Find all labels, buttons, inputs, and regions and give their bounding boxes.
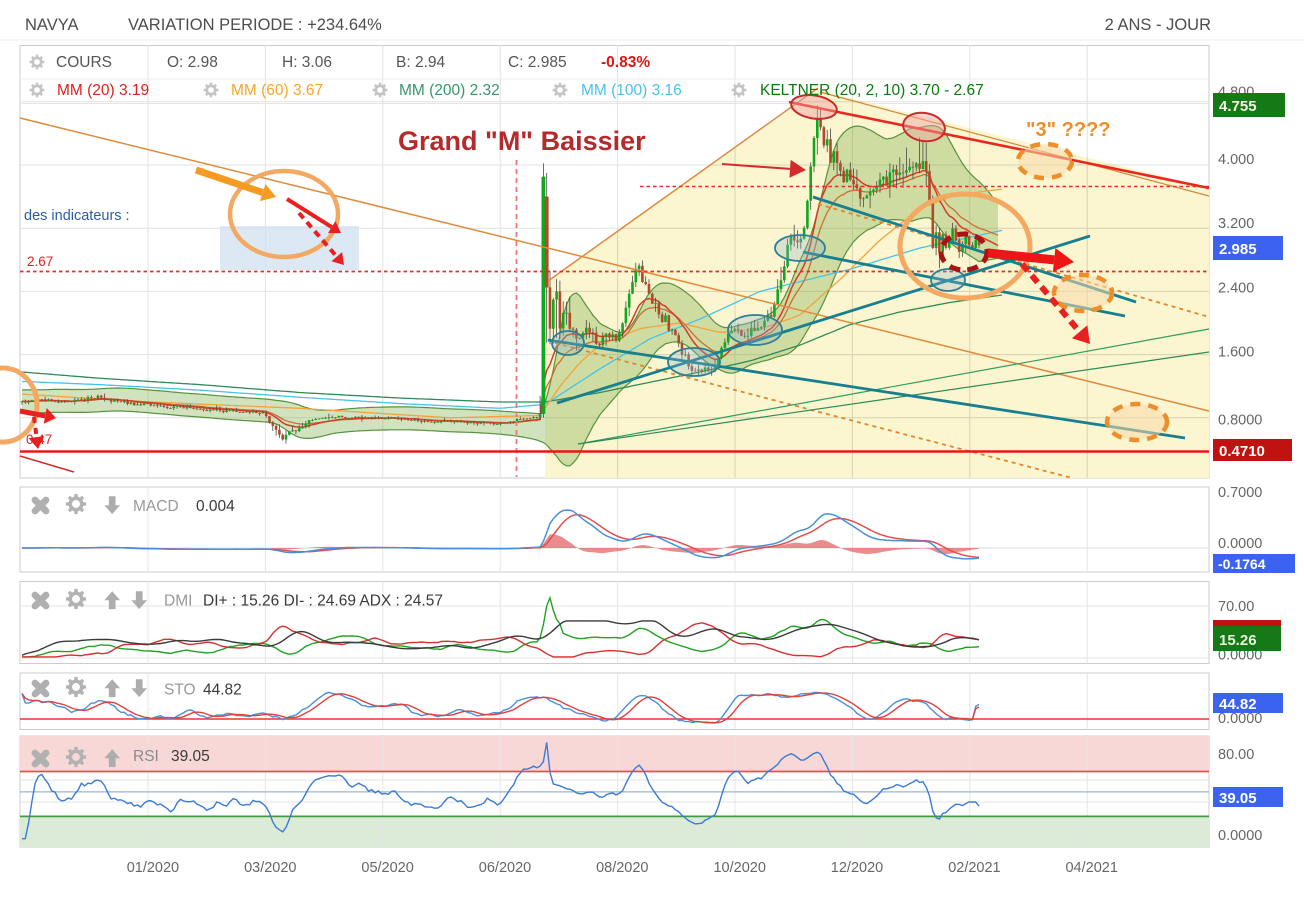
svg-text:NAVYA: NAVYA xyxy=(25,16,79,34)
svg-text:0.0000: 0.0000 xyxy=(1218,536,1262,552)
svg-text:0.4710: 0.4710 xyxy=(1219,443,1265,460)
svg-text:2.985: 2.985 xyxy=(1219,241,1257,258)
svg-text:1.600: 1.600 xyxy=(1218,345,1254,361)
svg-text:"3" ????: "3" ???? xyxy=(1026,119,1111,141)
svg-text:05/2020: 05/2020 xyxy=(361,860,413,876)
svg-text:MM (20) 3.19: MM (20) 3.19 xyxy=(57,82,149,99)
svg-text:39.05: 39.05 xyxy=(1219,790,1257,807)
svg-text:0.0000: 0.0000 xyxy=(1218,711,1262,727)
svg-text:STO: STO xyxy=(164,682,196,699)
svg-text:0.47: 0.47 xyxy=(26,432,52,447)
svg-text:06/2020: 06/2020 xyxy=(479,860,531,876)
svg-text:C: 2.985: C: 2.985 xyxy=(508,54,567,71)
svg-text:MM (100) 3.16: MM (100) 3.16 xyxy=(581,82,682,99)
svg-text:Grand "M" Baissier: Grand "M" Baissier xyxy=(398,126,646,156)
svg-text:4.000: 4.000 xyxy=(1218,152,1254,168)
svg-text:VARIATION PERIODE : +234.64%: VARIATION PERIODE : +234.64% xyxy=(128,16,382,34)
svg-text:44.82: 44.82 xyxy=(203,682,242,699)
svg-text:2.67: 2.67 xyxy=(27,254,53,269)
svg-text:-0.83%: -0.83% xyxy=(601,54,650,71)
svg-text:H: 3.06: H: 3.06 xyxy=(282,54,332,71)
svg-text:0.8000: 0.8000 xyxy=(1218,412,1262,428)
svg-text:12/2020: 12/2020 xyxy=(831,860,883,876)
svg-text:08/2020: 08/2020 xyxy=(596,860,648,876)
svg-text:4.755: 4.755 xyxy=(1219,98,1257,115)
svg-text:DI+ : 15.26 DI- : 24.69 ADX :: DI+ : 15.26 DI- : 24.69 ADX : 24.57 xyxy=(203,593,443,610)
svg-text:01/2020: 01/2020 xyxy=(127,860,179,876)
svg-text:O: 2.98: O: 2.98 xyxy=(167,54,218,71)
svg-text:KELTNER (20, 2, 10) 3.70 - 2.6: KELTNER (20, 2, 10) 3.70 - 2.67 xyxy=(760,82,984,99)
svg-text:44.82: 44.82 xyxy=(1219,696,1257,713)
svg-text:-0.1764: -0.1764 xyxy=(1218,556,1266,572)
svg-text:0.7000: 0.7000 xyxy=(1218,485,1262,501)
svg-text:RSI: RSI xyxy=(133,748,159,765)
svg-text:3.200: 3.200 xyxy=(1218,216,1254,232)
svg-text:04/2021: 04/2021 xyxy=(1065,860,1117,876)
svg-text:10/2020: 10/2020 xyxy=(713,860,765,876)
svg-text:15.26: 15.26 xyxy=(1219,632,1257,649)
svg-text:COURS: COURS xyxy=(56,54,112,71)
svg-text:MACD: MACD xyxy=(133,498,179,515)
svg-text:02/2021: 02/2021 xyxy=(948,860,1000,876)
svg-text:2.400: 2.400 xyxy=(1218,281,1254,297)
svg-text:70.00: 70.00 xyxy=(1218,599,1254,615)
svg-text:39.05: 39.05 xyxy=(171,748,210,765)
svg-text:2 ANS - JOUR: 2 ANS - JOUR xyxy=(1105,16,1211,34)
svg-text:MM (60) 3.67: MM (60) 3.67 xyxy=(231,82,323,99)
svg-text:des indicateurs :: des indicateurs : xyxy=(24,208,130,224)
svg-text:B: 2.94: B: 2.94 xyxy=(396,54,445,71)
svg-text:MM (200) 2.32: MM (200) 2.32 xyxy=(399,82,500,99)
svg-text:DMI: DMI xyxy=(164,593,192,610)
svg-text:0.004: 0.004 xyxy=(196,498,235,515)
svg-text:80.00: 80.00 xyxy=(1218,747,1254,763)
svg-text:0.0000: 0.0000 xyxy=(1218,828,1262,844)
svg-text:0.0000: 0.0000 xyxy=(1218,648,1262,664)
svg-text:03/2020: 03/2020 xyxy=(244,860,296,876)
